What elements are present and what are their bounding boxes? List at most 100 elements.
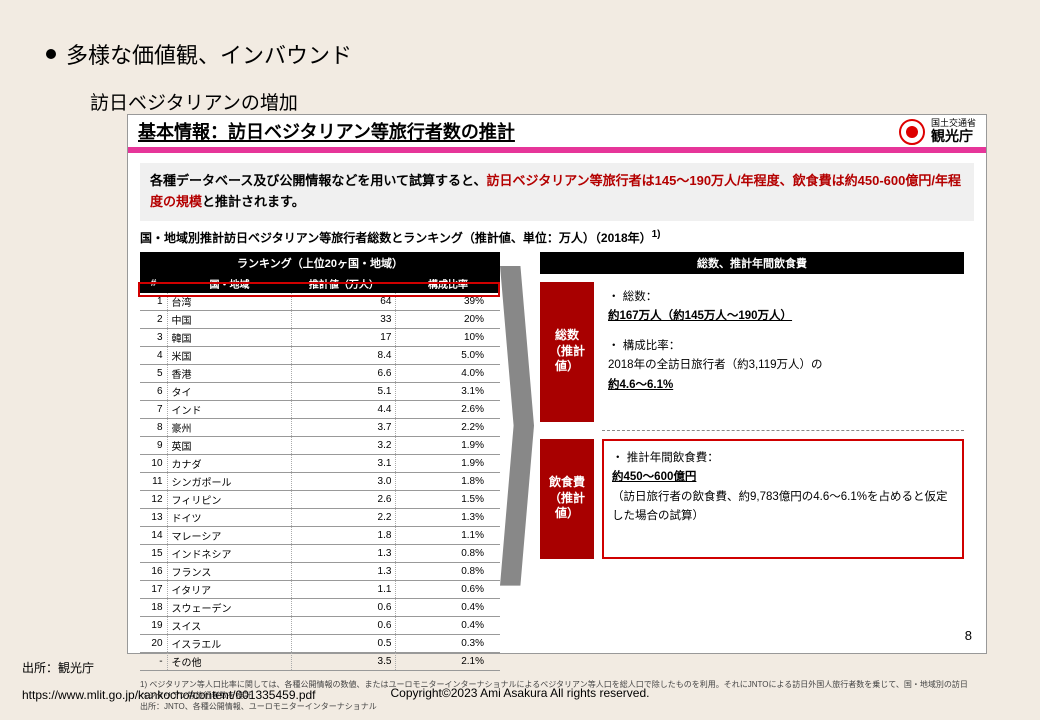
table-cell: 1.1% — [396, 526, 500, 544]
table-cell: 1.3 — [292, 544, 396, 562]
page-number: 8 — [965, 628, 972, 643]
table-row: 20イスラエル0.50.3% — [140, 634, 500, 652]
doc-title-bar: 基本情報：訪日ベジタリアン等旅行者数の推計 国土交通省 観光庁 — [128, 115, 986, 153]
table-cell: 64 — [292, 293, 396, 311]
table-cell: 2.6 — [292, 490, 396, 508]
table-cell: 4.4 — [292, 400, 396, 418]
agency-text: 国土交通省 観光庁 — [931, 119, 976, 144]
bullet-icon — [46, 49, 56, 59]
table-row: 17イタリア1.10.6% — [140, 580, 500, 598]
table-cell: 米国 — [167, 346, 292, 364]
copyright: Copyright©2023 Ami Asakura All rights re… — [391, 686, 650, 700]
table-cell: 9 — [140, 436, 167, 454]
table-cell: タイ — [167, 382, 292, 400]
table-row: 15インドネシア1.30.8% — [140, 544, 500, 562]
table-row: 4米国8.45.0% — [140, 346, 500, 364]
table-cell: 8 — [140, 418, 167, 436]
subtitle: 訪日ベジタリアンの増加 — [90, 88, 298, 115]
table-row: 8豪州3.72.2% — [140, 418, 500, 436]
table-cell: 0.6 — [292, 598, 396, 616]
table-row: 6タイ5.13.1% — [140, 382, 500, 400]
main-row: ランキング（上位20ヶ国・地域） # 国・地域 推計値（万人） 構成比率 1台湾… — [128, 252, 986, 671]
col-rank: # — [140, 274, 167, 293]
table-cell: 2.2% — [396, 418, 500, 436]
table-cell: 3.5 — [292, 652, 396, 670]
table-cell: 1.3 — [292, 562, 396, 580]
table-cell: 2.2 — [292, 508, 396, 526]
intro-text-1: 各種データベース及び公開情報などを用いて試算すると、 — [150, 173, 486, 188]
food-value: 約450～600億円 — [612, 471, 696, 483]
table-cell: 13 — [140, 508, 167, 526]
table-cell: 1.5% — [396, 490, 500, 508]
table-cell: 3.2 — [292, 436, 396, 454]
bullet-header: 多様な価値観、インバウンド — [46, 38, 352, 70]
table-row: 3韓国1710% — [140, 328, 500, 346]
table-cell: 4 — [140, 346, 167, 364]
food-label: 推計年間飲食費： — [627, 452, 719, 464]
embedded-document: 基本情報：訪日ベジタリアン等旅行者数の推計 国土交通省 観光庁 各種データベース… — [127, 114, 987, 654]
table-cell: 5.1 — [292, 382, 396, 400]
table-cell: その他 — [167, 652, 292, 670]
table-caption-text: 国・地域別推計訪日ベジタリアン等旅行者総数とランキング（推計値、単位：万人）（2… — [140, 231, 652, 245]
bullet-title: 多様な価値観、インバウンド — [66, 38, 352, 70]
summary-section-total: 総数（推計値） 総数： 約167万人（約145万人～190万人） 構成比率： 2… — [540, 282, 964, 422]
table-row: 13ドイツ2.21.3% — [140, 508, 500, 526]
table-cell: 香港 — [167, 364, 292, 382]
summary-section-food: 飲食費（推計値） 推計年間飲食費： 約450～600億円 （訪日旅行者の飲食費、… — [540, 439, 964, 559]
table-cell: スウェーデン — [167, 598, 292, 616]
table-cell: - — [140, 652, 167, 670]
intro-box: 各種データベース及び公開情報などを用いて試算すると、訪日ベジタリアン等旅行者は1… — [140, 163, 974, 221]
table-cell: シンガポール — [167, 472, 292, 490]
ranking-table: # 国・地域 推計値（万人） 構成比率 1台湾6439%2中国3320%3韓国1… — [140, 274, 500, 671]
table-cell: 11 — [140, 472, 167, 490]
table-cell: カナダ — [167, 454, 292, 472]
table-cell: 0.6 — [292, 616, 396, 634]
table-cell: フィリピン — [167, 490, 292, 508]
col-value: 推計値（万人） — [292, 274, 396, 293]
table-cell: インド — [167, 400, 292, 418]
table-cell: 2.6% — [396, 400, 500, 418]
table-row: 14マレーシア1.81.1% — [140, 526, 500, 544]
ratio-label: 構成比率： — [623, 340, 681, 352]
summary-body-total: 総数： 約167万人（約145万人～190万人） 構成比率： 2018年の全訪日… — [602, 282, 964, 422]
table-cell: 5 — [140, 364, 167, 382]
table-cell: 6 — [140, 382, 167, 400]
source-url: https://www.mlit.go.jp/kankocho/content/… — [22, 688, 316, 702]
col-ratio: 構成比率 — [396, 274, 500, 293]
table-cell: 3.1% — [396, 382, 500, 400]
table-cell: 1 — [140, 293, 167, 311]
table-cell: 1.8% — [396, 472, 500, 490]
total-label: 総数： — [623, 291, 658, 303]
table-row: 7インド4.42.6% — [140, 400, 500, 418]
table-cell: 18 — [140, 598, 167, 616]
table-cell: 33 — [292, 310, 396, 328]
ratio-value: 約4.6～6.1% — [608, 379, 673, 391]
source-label: 出所：観光庁 — [22, 659, 94, 676]
table-cell: 0.3% — [396, 634, 500, 652]
table-cell: 0.4% — [396, 598, 500, 616]
agency-mark-icon — [899, 119, 925, 145]
doc-title: 基本情報：訪日ベジタリアン等旅行者数の推計 — [138, 118, 515, 144]
table-cell: 20 — [140, 634, 167, 652]
table-cell: 14 — [140, 526, 167, 544]
table-cell: 20% — [396, 310, 500, 328]
table-cell: 0.4% — [396, 616, 500, 634]
table-cell: 2 — [140, 310, 167, 328]
table-row: 12フィリピン2.61.5% — [140, 490, 500, 508]
ranking-header: ランキング（上位20ヶ国・地域） — [140, 252, 500, 274]
col-country: 国・地域 — [167, 274, 292, 293]
table-cell: イスラエル — [167, 634, 292, 652]
table-cell: 12 — [140, 490, 167, 508]
divider — [602, 430, 964, 431]
table-row: 2中国3320% — [140, 310, 500, 328]
tab-total: 総数（推計値） — [540, 282, 594, 422]
table-row: 19スイス0.60.4% — [140, 616, 500, 634]
table-cell: フランス — [167, 562, 292, 580]
table-cell: ドイツ — [167, 508, 292, 526]
table-cell: 中国 — [167, 310, 292, 328]
food-note: （訪日旅行者の飲食費、約9,783億円の4.6～6.1%を占めると仮定した場合の… — [612, 491, 947, 523]
table-header-row: # 国・地域 推計値（万人） 構成比率 — [140, 274, 500, 293]
table-cell: 0.8% — [396, 562, 500, 580]
table-cell: 3.0 — [292, 472, 396, 490]
table-caption: 国・地域別推計訪日ベジタリアン等旅行者総数とランキング（推計値、単位：万人）（2… — [140, 229, 974, 246]
